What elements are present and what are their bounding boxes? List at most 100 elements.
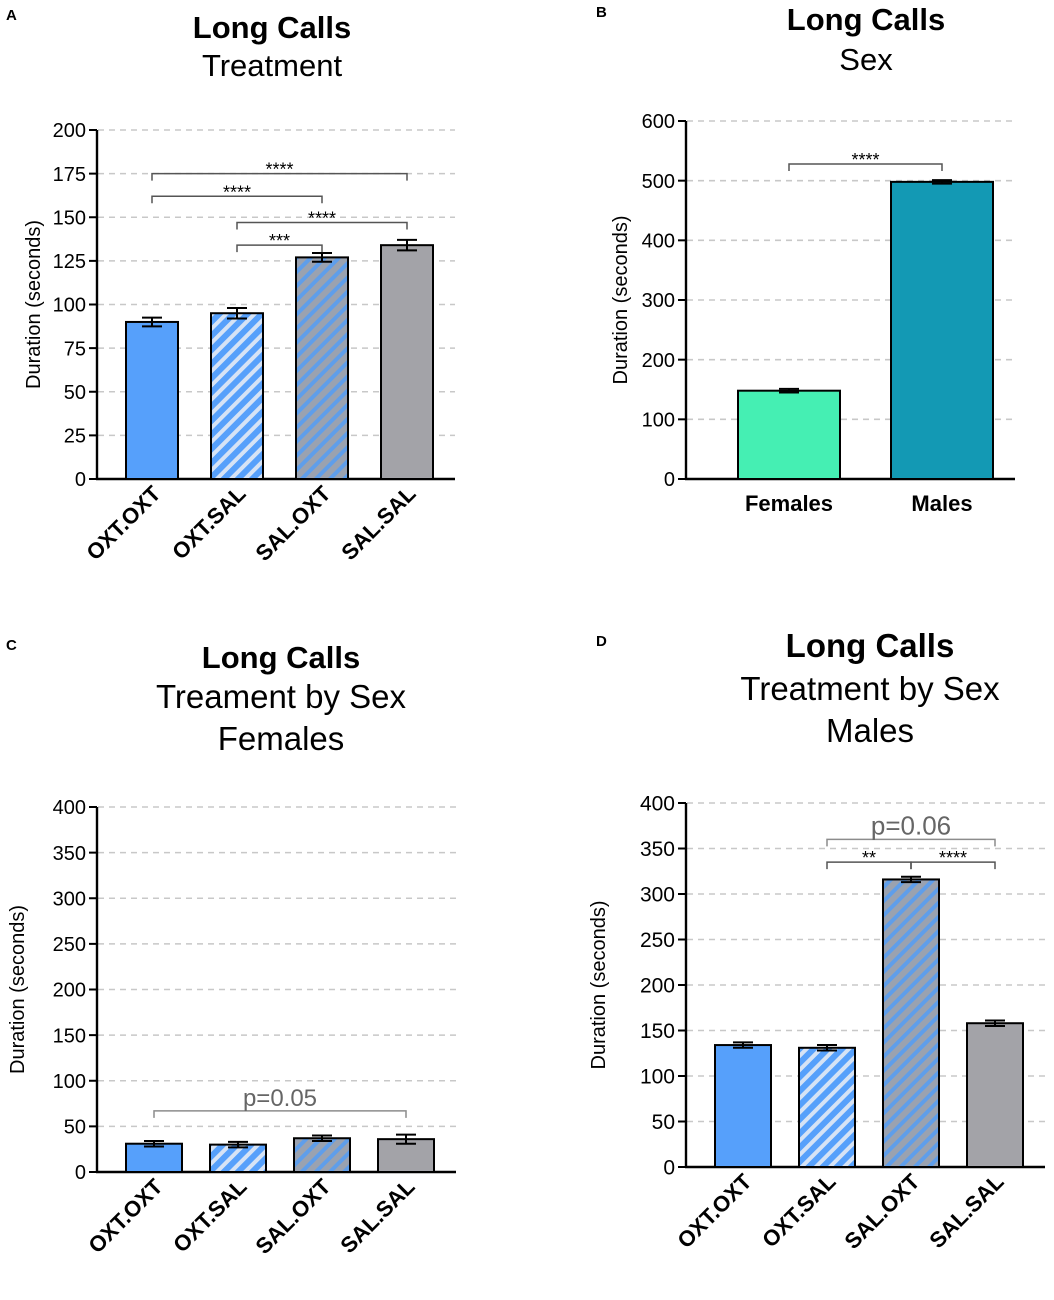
- x-tick-label: Males: [911, 491, 972, 516]
- y-tick-label: 100: [53, 295, 86, 317]
- y-tick-label: 125: [53, 251, 86, 273]
- bar: [380, 244, 434, 480]
- x-tick-label: OXT.OXT: [672, 1168, 757, 1253]
- panel-b: B Long Calls Sex 0 100 200 300 400 500 600 Duratio…: [596, 2, 1015, 516]
- y-tick-label: 350: [640, 838, 675, 861]
- y-tick-label: 200: [640, 975, 675, 998]
- significance-label: ***: [269, 231, 290, 251]
- chart-subtitle: Treatment by Sex: [740, 670, 1000, 707]
- y-tick-label: 0: [75, 1162, 86, 1184]
- bar: [798, 1046, 856, 1169]
- y-tick-label: 175: [53, 164, 86, 186]
- y-tick-label: 300: [53, 888, 86, 910]
- x-tick-label: SAL.OXT: [250, 1173, 335, 1258]
- chart-subtitle: Treatment: [202, 48, 343, 83]
- x-tick-label: OXT.OXT: [83, 1173, 168, 1258]
- significance-bracket: [236, 221, 408, 230]
- bar: [209, 1143, 267, 1173]
- significance-label: ****: [265, 160, 293, 180]
- significance-label: ****: [939, 848, 967, 868]
- chart-title: Long Calls: [202, 640, 360, 675]
- x-tick-label: OXT.SAL: [757, 1169, 840, 1252]
- x-tick-label: OXT.SAL: [167, 481, 250, 564]
- y-tick-label: 400: [53, 797, 86, 819]
- y-axis-label: Duration (seconds): [588, 901, 610, 1070]
- y-tick-label: 200: [642, 350, 675, 372]
- y-tick-label: 75: [64, 338, 86, 360]
- bar: [966, 1022, 1024, 1168]
- bar: [125, 1142, 183, 1174]
- x-tick-label: SAL.SAL: [335, 1174, 419, 1258]
- significance-bracket: [153, 1110, 407, 1118]
- y-tick-label: 250: [640, 929, 675, 952]
- significance-bracket: [236, 244, 323, 253]
- significance-label: p=0.06: [871, 810, 951, 840]
- bar: [295, 256, 349, 481]
- y-tick-label: 300: [642, 290, 675, 312]
- y-tick-label: 100: [642, 410, 675, 432]
- x-tick-label: SAL.SAL: [924, 1169, 1008, 1253]
- x-tick-label: OXT.OXT: [81, 480, 166, 565]
- bar: [125, 320, 179, 481]
- y-tick-label: 0: [663, 1157, 675, 1180]
- bar: [293, 1137, 351, 1174]
- bar: [890, 180, 994, 481]
- y-tick-label: 100: [640, 1066, 675, 1089]
- significance-label: p=0.05: [243, 1085, 317, 1112]
- y-axis-label: Duration (seconds): [610, 216, 632, 385]
- significance-bracket: [826, 838, 996, 847]
- y-tick-label: 50: [652, 1111, 675, 1134]
- y-tick-label: 500: [642, 171, 675, 193]
- bar: [882, 878, 940, 1168]
- bar: [210, 312, 264, 480]
- chart-title: Long Calls: [787, 2, 945, 37]
- y-tick-label: 0: [75, 469, 86, 491]
- x-tick-label: Females: [745, 491, 833, 516]
- y-tick-label: 150: [53, 207, 86, 229]
- y-tick-label: 350: [53, 843, 86, 865]
- y-tick-label: 25: [64, 426, 86, 448]
- y-axis-label: Duration (seconds): [23, 220, 45, 389]
- y-tick-label: 600: [642, 111, 675, 133]
- significance-bracket: [151, 195, 323, 204]
- bar: [737, 389, 841, 480]
- significance-bracket: [151, 172, 408, 181]
- y-tick-label: 0: [664, 469, 675, 491]
- chart-title: Long Calls: [193, 10, 351, 45]
- y-tick-label: 100: [53, 1071, 86, 1093]
- y-tick-label: 200: [53, 980, 86, 1002]
- panel-letter: A: [6, 7, 17, 24]
- y-tick-label: 250: [53, 934, 86, 956]
- x-tick-label: OXT.SAL: [168, 1174, 251, 1257]
- y-axis-label: Duration (seconds): [7, 905, 29, 1074]
- y-tick-label: 150: [640, 1020, 675, 1043]
- significance-bracket: [788, 163, 943, 171]
- y-tick-label: 300: [640, 884, 675, 907]
- chart-subtitle: Males: [826, 712, 914, 749]
- chart-subtitle: Females: [218, 720, 345, 757]
- y-tick-label: 50: [64, 1117, 86, 1139]
- y-tick-label: 400: [640, 793, 675, 816]
- significance-label: ****: [223, 182, 251, 202]
- panel-letter: B: [596, 4, 607, 21]
- chart-subtitle: Sex: [839, 42, 893, 77]
- significance-bracket: [910, 861, 996, 870]
- x-tick-label: SAL.SAL: [336, 481, 420, 565]
- bar: [714, 1044, 772, 1169]
- y-tick-label: 150: [53, 1025, 86, 1047]
- panel-letter: C: [6, 637, 17, 654]
- x-tick-label: SAL.OXT: [839, 1168, 924, 1253]
- significance-label: **: [862, 848, 876, 868]
- y-tick-label: 200: [53, 120, 86, 142]
- bar: [377, 1138, 435, 1174]
- chart-title: Long Calls: [786, 627, 955, 664]
- panel-letter: D: [596, 633, 607, 650]
- panel-d: D Long Calls Treatment by Sex Males 0 50 100 15…: [588, 627, 1045, 1254]
- y-tick-label: 400: [642, 231, 675, 253]
- significance-label: ****: [851, 150, 879, 170]
- y-tick-label: 50: [64, 382, 86, 404]
- x-tick-label: SAL.OXT: [250, 480, 335, 565]
- significance-label: ****: [308, 208, 336, 228]
